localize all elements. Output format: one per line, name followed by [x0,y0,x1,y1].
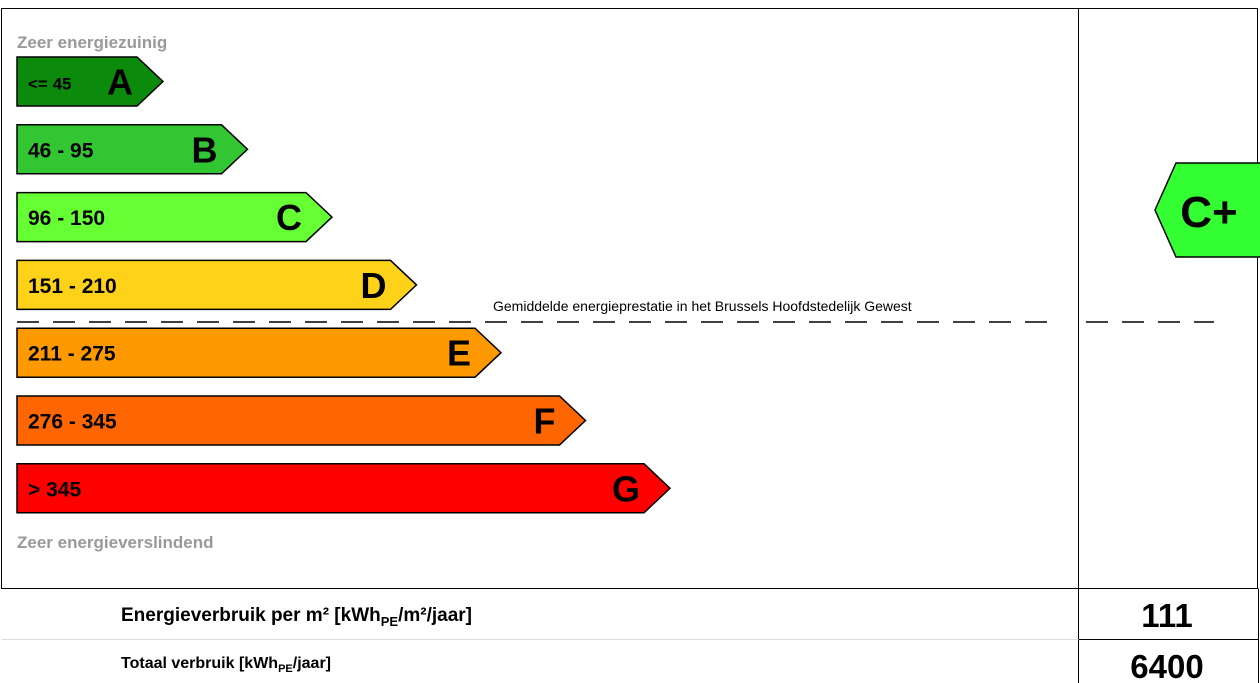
band-e-range: 211 - 275 [28,343,116,366]
band-a-range: <= 45 [28,75,72,94]
energy-band-scale: <= 45 A 46 - 95 B 96 - 150 C 151 - 210 D 211 - 2… [16,56,672,514]
band-b: 46 - 95 B [16,124,249,175]
band-e: 211 - 275 E [16,327,503,378]
band-d-range: 151 - 210 [28,275,117,298]
band-a: <= 45 A [16,56,165,107]
band-c: 96 - 150 C [16,191,334,243]
row-total-label: Totaal verbruik [kWhPE/jaar] [121,655,331,675]
band-a-arrow [16,56,165,107]
bottom-label: Zeer energieverslindend [17,533,214,552]
average-line-label: Gemiddelde energieprestatie in het Bruss… [493,298,912,314]
band-c-letter: C [276,197,302,238]
band-d: 151 - 210 D [16,259,418,311]
band-f-range: 276 - 345 [28,411,117,434]
average-line: Gemiddelde energieprestatie in het Bruss… [17,298,1214,323]
band-g-arrow [16,463,672,514]
band-d-arrow [16,259,418,311]
row-total-value: 6400 [1130,648,1203,683]
band-b-arrow [16,124,249,175]
band-f-letter: F [534,401,556,442]
band-g-range: > 345 [28,478,81,501]
top-label: Zeer energiezuinig [17,33,167,52]
certificate-frame [1,8,1259,683]
row-energy-per-m2-value: 111 [1141,597,1192,634]
row-energy-per-m2-label: Energieverbruik per m² [kWhPE/m²/jaar] [121,605,472,629]
band-c-range: 96 - 150 [28,207,105,230]
band-f-arrow [16,395,587,446]
band-g: > 345 G [16,463,672,514]
rating-badge: C+ [1154,162,1260,258]
band-g-letter: G [612,468,640,509]
band-f: 276 - 345 F [16,395,587,446]
consumption-table: Energieverbruik per m² [kWhPE/m²/jaar] 1… [121,597,1204,683]
band-c-arrow [16,191,334,243]
rating-label: C+ [1180,188,1237,237]
band-b-range: 46 - 95 [28,139,94,162]
band-e-letter: E [447,333,471,374]
band-b-letter: B [192,129,218,170]
band-a-letter: A [107,62,133,103]
band-d-letter: D [361,265,387,306]
band-e-arrow [16,327,503,378]
